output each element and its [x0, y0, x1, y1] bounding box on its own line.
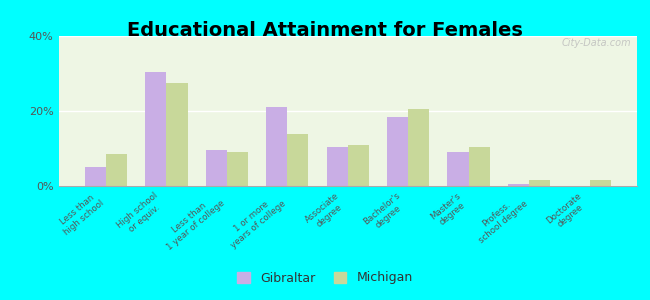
Bar — [326, 147, 348, 186]
Bar — [529, 180, 551, 186]
Text: Educational Attainment for Females: Educational Attainment for Females — [127, 21, 523, 40]
Bar — [348, 145, 369, 186]
Bar — [508, 184, 529, 186]
Bar — [287, 134, 309, 186]
Legend: Gibraltar, Michigan: Gibraltar, Michigan — [231, 265, 419, 291]
Bar — [84, 167, 106, 186]
Bar — [590, 180, 611, 186]
Bar — [469, 147, 490, 186]
Bar — [166, 83, 188, 186]
Bar — [227, 152, 248, 186]
Bar — [106, 154, 127, 186]
Bar — [408, 109, 430, 186]
Bar — [387, 117, 408, 186]
Bar — [205, 150, 227, 186]
Bar — [266, 107, 287, 186]
Bar — [145, 72, 166, 186]
Text: City-Data.com: City-Data.com — [562, 38, 631, 47]
Bar — [447, 152, 469, 186]
